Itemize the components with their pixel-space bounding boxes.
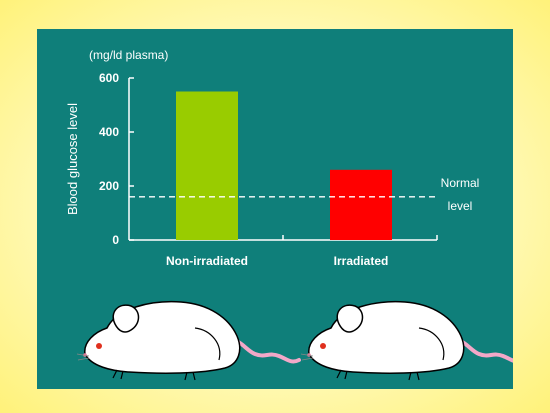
y-axis-label: Blood glucose level	[65, 103, 80, 215]
mouse-tail	[225, 338, 301, 364]
mouse-ear	[336, 304, 364, 333]
mouse-foot	[336, 369, 420, 381]
y-ticks: 0 200 400 600	[99, 71, 134, 247]
y-tick-label: 0	[112, 233, 119, 247]
mouse-haunch	[194, 327, 221, 361]
bar-non-irradiated	[176, 91, 238, 240]
bar-irradiated	[330, 169, 392, 240]
y-tick-label: 200	[99, 179, 119, 193]
mouse-whiskers	[300, 353, 314, 361]
chart-panel: 0 200 400 600 (mg/ld plasma) Blood glucose …	[37, 29, 513, 389]
mouse-eye	[96, 343, 102, 349]
mouse-haunch	[418, 327, 445, 361]
normal-level-label-line2: level	[448, 199, 473, 213]
mouse-tail	[449, 338, 513, 363]
category-label: Non-irradiated	[166, 254, 248, 268]
normal-level-label-line1: Normal	[441, 176, 480, 190]
mouse-eye	[320, 343, 326, 349]
mouse-ear	[112, 304, 140, 333]
mouse-body	[84, 300, 241, 374]
y-unit-label: (mg/ld plasma)	[89, 48, 168, 62]
category-label: Irradiated	[334, 254, 389, 268]
mouse-body	[308, 300, 465, 374]
category-labels: Non-irradiated Irradiated	[166, 254, 388, 268]
bar-chart: 0 200 400 600 (mg/ld plasma) Blood glucose …	[65, 48, 513, 381]
mouse-whiskers	[76, 353, 90, 361]
bars	[176, 91, 392, 240]
mouse-foot	[112, 369, 196, 381]
y-tick-label: 600	[99, 71, 119, 85]
y-tick-label: 400	[99, 125, 119, 139]
white-mouse-left	[76, 300, 301, 381]
white-mouse-right	[300, 300, 513, 381]
